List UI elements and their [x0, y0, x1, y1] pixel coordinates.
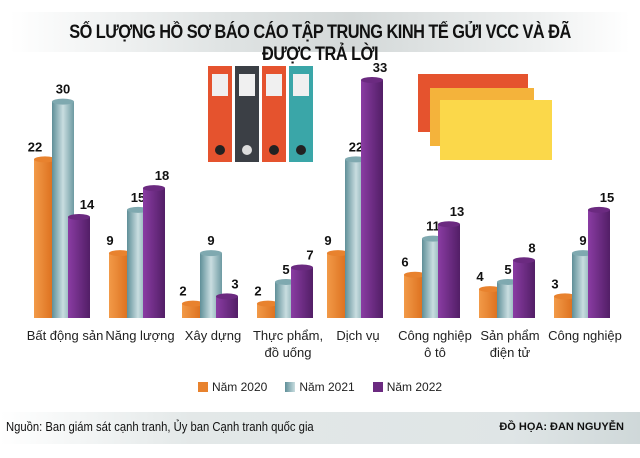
graphic-credit: ĐỒ HỌA: ĐAN NGUYỄN: [499, 421, 624, 433]
bar-cap: [588, 206, 610, 213]
bar-cap: [404, 271, 426, 278]
data-label: 5: [282, 262, 289, 277]
data-label: 22: [349, 139, 363, 154]
title-band: [10, 12, 630, 52]
legend-item-2021: Năm 2021: [285, 380, 355, 394]
category-label: Công nghiệp: [398, 328, 472, 343]
bar-Năm-2022-3: [291, 267, 313, 318]
data-label: 4: [476, 269, 484, 284]
data-label: 33: [373, 60, 387, 75]
bar-Năm-2020-2: [182, 303, 204, 318]
bar-cap: [257, 300, 279, 307]
category-label: Công nghiệp: [548, 328, 622, 343]
bar-cap: [291, 264, 313, 271]
bar-cap: [68, 214, 90, 221]
legend-item-2020: Năm 2020: [197, 380, 267, 394]
data-label: 3: [231, 276, 238, 291]
bar-cap: [327, 250, 349, 257]
data-label: 15: [600, 190, 614, 205]
data-label: 2: [254, 284, 261, 299]
bar-cap: [34, 156, 56, 163]
bar-cap: [479, 286, 501, 293]
bar-Năm-2022-5: [438, 224, 460, 318]
folders-illustration: [418, 74, 552, 160]
bar-Năm-2022-4: [361, 80, 383, 318]
data-label: 7: [306, 248, 313, 263]
bar-cap: [143, 185, 165, 192]
bar-Năm-2022-2: [216, 296, 238, 318]
bar-cap: [513, 257, 535, 264]
bar-Năm-2022-6: [513, 260, 535, 318]
bar-Năm-2020-7: [554, 296, 576, 318]
footer-band: [0, 412, 640, 444]
bar-cap: [182, 300, 204, 307]
bar-Năm-2022-1: [143, 188, 165, 318]
data-label: 9: [106, 233, 113, 248]
category-label: Sản phẩm: [480, 328, 539, 343]
data-label: 8: [528, 240, 535, 255]
category-label: đồ uống: [265, 345, 312, 360]
bar-cap: [109, 250, 131, 257]
legend-swatch: [197, 382, 208, 392]
legend-swatch: [285, 382, 296, 392]
bar-cap: [438, 221, 460, 228]
chart-title: SỐ LƯỢNG HỒ SƠ BÁO CÁO TẬP TRUNG KINH TẾ…: [69, 22, 571, 65]
binders-illustration: [208, 66, 313, 162]
data-label: 9: [207, 233, 214, 248]
data-label: 30: [56, 82, 70, 97]
data-label: 5: [504, 262, 511, 277]
category-label: ô tô: [424, 345, 446, 360]
data-label: 13: [450, 204, 464, 219]
category-label: Bất động sản: [27, 328, 104, 343]
bar-cap: [361, 77, 383, 83]
bar-Năm-2020-5: [404, 274, 426, 318]
legend-swatch: [372, 382, 383, 392]
bar-Năm-2022-0: [68, 217, 90, 318]
data-label: 15: [131, 190, 145, 205]
legend: Năm 2020 Năm 2021 Năm 2022: [0, 380, 640, 394]
data-label: 18: [155, 168, 169, 183]
data-label: 22: [28, 139, 42, 154]
bar-cap: [52, 98, 74, 105]
legend-item-2022: Năm 2022: [372, 380, 442, 394]
data-label: 9: [579, 233, 586, 248]
category-label: Thực phẩm,: [253, 328, 323, 343]
source-note: Nguồn: Ban giám sát cạnh tranh, Ủy ban C…: [6, 420, 314, 434]
bar-Năm-2020-0: [34, 159, 56, 318]
data-label: 6: [401, 255, 408, 270]
bar-cap: [200, 250, 222, 257]
category-label: Dịch vụ: [336, 328, 379, 343]
bar-cap: [554, 293, 576, 300]
data-label: 14: [80, 197, 95, 212]
data-label: 3: [551, 276, 558, 291]
data-label: 2: [179, 284, 186, 299]
bar-cap: [216, 293, 238, 300]
bar-Năm-2020-6: [479, 289, 501, 318]
data-label: 9: [324, 233, 331, 248]
category-label: điện tử: [490, 345, 531, 360]
bar-Năm-2022-7: [588, 209, 610, 318]
bar-Năm-2020-1: [109, 253, 131, 318]
data-label: 11: [426, 219, 440, 234]
bar-Năm-2020-4: [327, 253, 349, 318]
bar-Năm-2020-3: [257, 303, 279, 318]
category-label: Năng lượng: [105, 328, 174, 343]
category-label: Xây dựng: [185, 328, 241, 343]
